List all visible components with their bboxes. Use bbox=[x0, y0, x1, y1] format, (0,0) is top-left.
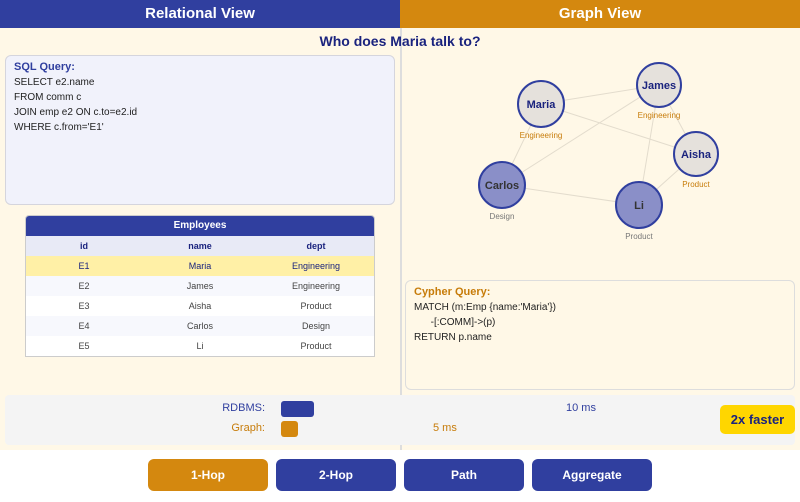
column-header: id bbox=[80, 241, 88, 251]
table-row: E4 Carlos Design bbox=[26, 316, 374, 336]
table-row: E1 Maria Engineering bbox=[26, 256, 374, 276]
table-cell: Li bbox=[196, 341, 204, 351]
node-circle bbox=[517, 80, 565, 128]
table-row: E3 Aisha Product bbox=[26, 296, 374, 316]
node-name: Carlos bbox=[485, 180, 519, 192]
table-cell: Engineering bbox=[291, 261, 341, 271]
node-dept: Engineering bbox=[520, 131, 563, 140]
node-james[interactable]: James Engineering bbox=[636, 62, 682, 120]
node-circle bbox=[673, 131, 719, 177]
rdbms-time-bar bbox=[281, 401, 314, 417]
rdbms-label: RDBMS: bbox=[222, 402, 265, 414]
aggregate-button[interactable]: Aggregate bbox=[532, 459, 652, 491]
edge-james-carlos bbox=[501, 84, 660, 186]
column-header: dept bbox=[306, 241, 326, 251]
path-button[interactable]: Path bbox=[404, 459, 524, 491]
sql-query-title: SQL Query: bbox=[14, 61, 75, 73]
node-dept: Product bbox=[682, 180, 710, 189]
divider bbox=[400, 28, 402, 450]
column-header: name bbox=[188, 241, 212, 251]
graph-view-header: Graph View bbox=[400, 0, 800, 28]
table-cell: James bbox=[186, 281, 214, 291]
sql-line: FROM comm c bbox=[14, 92, 82, 103]
table-cell: Product bbox=[300, 341, 332, 351]
two-hop-button[interactable]: 2-Hop bbox=[276, 459, 396, 491]
node-carlos[interactable]: Carlos Design bbox=[478, 161, 526, 221]
table-cell: E2 bbox=[78, 281, 90, 291]
table-cell: E1 bbox=[78, 261, 90, 271]
node-name: Li bbox=[634, 200, 644, 212]
table-cell: Product bbox=[300, 301, 332, 311]
sql-line: WHERE c.from='E1' bbox=[14, 122, 104, 133]
table-row: E5 Li Product bbox=[26, 336, 374, 356]
table-cell: Design bbox=[301, 321, 330, 331]
sql-line: SELECT e2.name bbox=[14, 77, 95, 88]
table-caption: Employees bbox=[26, 216, 374, 236]
node-dept: Engineering bbox=[638, 111, 681, 120]
graph-canvas: Maria Engineering James Engineering Aisha Pro… bbox=[478, 62, 719, 241]
table-row: E2 James Engineering bbox=[26, 276, 374, 296]
speedup-badge: 2x faster bbox=[720, 405, 795, 434]
graph-time-bar bbox=[281, 421, 298, 437]
performance-panel: RDBMS: 10 ms Graph: 5 ms bbox=[5, 395, 795, 445]
node-circle bbox=[478, 161, 526, 209]
cypher-line: -[:COMM]->(p) bbox=[414, 317, 496, 328]
question-title: Who does Maria talk to? bbox=[319, 33, 481, 49]
sql-line: JOIN emp e2 ON c.to=e2.id bbox=[14, 107, 138, 118]
relational-view-header: Relational View bbox=[0, 0, 400, 28]
table-cell: Maria bbox=[188, 261, 212, 271]
node-li[interactable]: Li Product bbox=[615, 181, 663, 241]
cypher-line: MATCH (m:Emp {name:'Maria'}) bbox=[414, 302, 556, 313]
graph-label: Graph: bbox=[231, 422, 265, 434]
cypher-query-title: Cypher Query: bbox=[414, 286, 491, 298]
node-maria[interactable]: Maria Engineering bbox=[517, 80, 565, 140]
node-aisha[interactable]: Aisha Product bbox=[673, 131, 719, 189]
table-cell: E5 bbox=[78, 341, 90, 351]
node-circle bbox=[615, 181, 663, 229]
cypher-query-box: Cypher Query: MATCH (m:Emp {name:'Maria'… bbox=[405, 280, 795, 390]
table-cell: E4 bbox=[78, 321, 90, 331]
table-header-row: id name dept bbox=[26, 236, 374, 256]
cypher-line: RETURN p.name bbox=[414, 332, 492, 343]
table-cell: Carlos bbox=[186, 321, 213, 331]
table-cell: Aisha bbox=[188, 301, 212, 311]
one-hop-button[interactable]: 1-Hop bbox=[148, 459, 268, 491]
table-cell: Engineering bbox=[291, 281, 341, 291]
node-dept: Product bbox=[625, 232, 653, 241]
node-name: James bbox=[642, 80, 676, 92]
node-dept: Design bbox=[490, 212, 515, 221]
edge-maria-aisha bbox=[540, 103, 697, 155]
node-name: Aisha bbox=[681, 149, 712, 161]
rdbms-time-value: 10 ms bbox=[566, 402, 596, 414]
sql-query-box: SQL Query: SELECT e2.name FROM comm c JO… bbox=[5, 55, 395, 205]
table-cell: E3 bbox=[78, 301, 90, 311]
graph-time-value: 5 ms bbox=[433, 422, 457, 434]
node-circle bbox=[636, 62, 682, 108]
node-name: Maria bbox=[527, 99, 557, 111]
employees-table: Employees id name dept E1 Maria Engineerin… bbox=[25, 215, 375, 357]
